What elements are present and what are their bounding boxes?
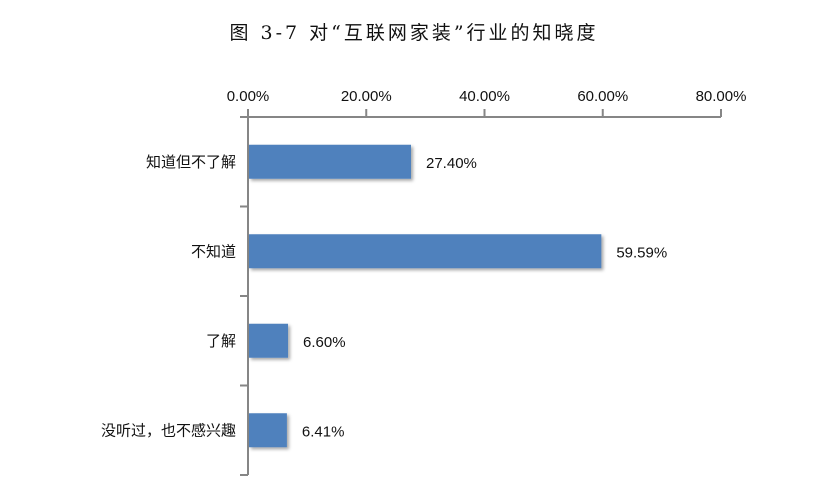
category-label: 不知道: [191, 242, 236, 260]
x-tick-label: 60.00%: [577, 88, 628, 105]
x-tick-label: 20.00%: [341, 88, 392, 105]
category-label: 知道但不了解: [146, 153, 236, 171]
data-label: 6.60%: [303, 334, 346, 351]
data-label: 6.41%: [302, 423, 345, 440]
chart-title: 图 3-7 对“互联网家装”行业的知晓度: [229, 22, 599, 44]
data-label: 27.40%: [426, 155, 477, 172]
bar: [249, 413, 287, 448]
bar: [249, 144, 412, 179]
data-label: 59.59%: [616, 244, 667, 261]
category-label: 了解: [206, 332, 236, 350]
x-tick-label: 80.00%: [696, 88, 747, 105]
bar: [249, 323, 289, 358]
bar: [249, 234, 602, 269]
category-label: 没听过，也不感兴趣: [101, 421, 236, 439]
x-tick-label: 0.00%: [227, 88, 270, 105]
x-tick-label: 40.00%: [459, 88, 510, 105]
